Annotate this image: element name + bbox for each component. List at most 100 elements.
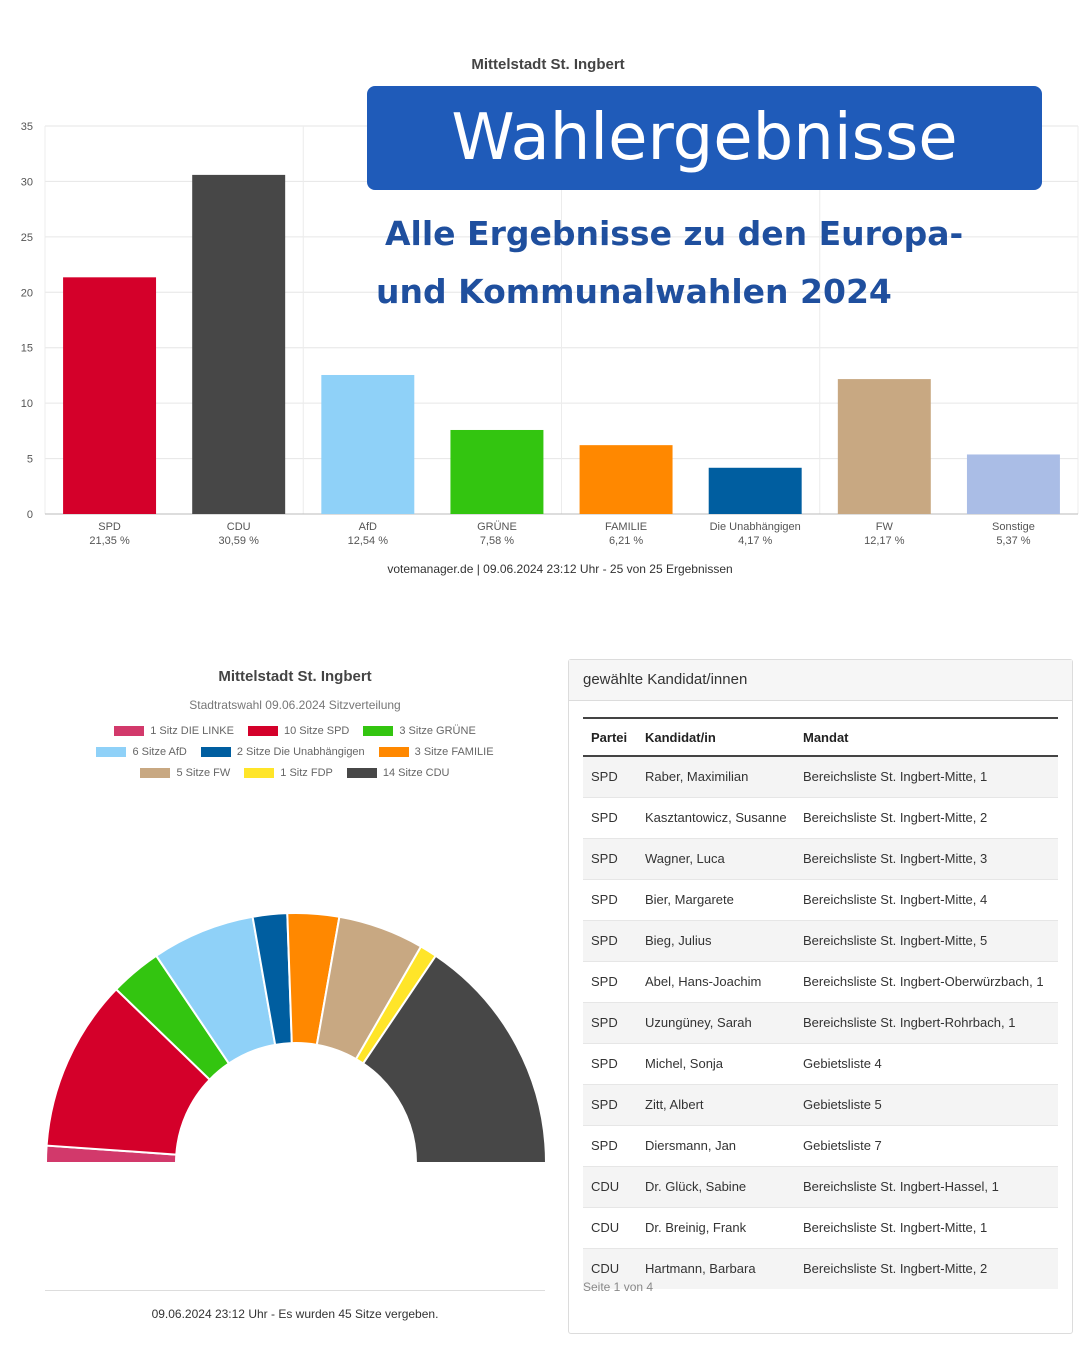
- legend-label: 10 Sitze SPD: [283, 724, 350, 737]
- candidate-cell: Dr. Breinig, Frank: [637, 1207, 795, 1249]
- bar-chart-footer: votemanager.de | 09.06.2024 23:12 Uhr - …: [387, 562, 733, 576]
- bar-spd[interactable]: [63, 277, 157, 514]
- legend-item[interactable]: 1 Sitz FDP: [244, 767, 333, 779]
- headline-subtitle-line2: und Kommunalwahlen 2024: [376, 272, 892, 311]
- bar-value-label: 12,54 %: [348, 535, 389, 547]
- candidate-cell: Raber, Maximilian: [637, 755, 795, 798]
- y-tick-label: 30: [21, 176, 33, 188]
- y-tick-label: 25: [21, 232, 33, 244]
- table-row: CDU Dr. Breinig, Frank Bereichsliste St. I…: [583, 1207, 1058, 1249]
- bar-value-label: 7,58 %: [480, 535, 514, 547]
- legend-swatch: [200, 746, 231, 757]
- legend-label: 6 Sitze AfD: [132, 745, 187, 758]
- party-cell: CDU: [583, 1248, 637, 1289]
- legend-label: 14 Sitze CDU: [382, 766, 450, 779]
- table-row: SPD Abel, Hans-Joachim Bereichsliste St. I…: [583, 961, 1058, 1003]
- table-row: SPD Michel, Sonja Gebietsliste 4: [583, 1043, 1058, 1085]
- legend-swatch: [244, 767, 275, 778]
- table-row: CDU Dr. Glück, Sabine Bereichsliste St. In…: [583, 1166, 1058, 1208]
- candidate-cell: Hartmann, Barbara: [637, 1248, 795, 1289]
- party-cell: SPD: [583, 1002, 637, 1044]
- table-row: SPD Diersmann, Jan Gebietsliste 7: [583, 1125, 1058, 1167]
- legend-swatch: [363, 725, 394, 736]
- table-row: SPD Uzungüney, Sarah Bereichsliste St. Ing…: [583, 1002, 1058, 1044]
- mandate-cell: Bereichsliste St. Ingbert-Mitte, 2: [795, 1248, 1058, 1289]
- candidate-cell: Bieg, Julius: [637, 920, 795, 962]
- table-row: SPD Wagner, Luca Bereichsliste St. Ingbert…: [583, 838, 1058, 880]
- legend-label: 1 Sitz FDP: [280, 766, 333, 779]
- party-cell: SPD: [583, 797, 637, 839]
- legend-item[interactable]: 1 Sitz DIE LINKE: [114, 725, 234, 737]
- bar-fw[interactable]: [837, 379, 931, 514]
- bar-value-label: 12,17 %: [864, 535, 905, 547]
- party-cell: SPD: [583, 1125, 637, 1167]
- y-tick-label: 15: [21, 343, 33, 355]
- legend-label: 3 Sitze FAMILIE: [414, 745, 494, 758]
- legend-row: 5 Sitze FW 1 Sitz FDP 14 Sitze CDU: [45, 762, 545, 783]
- y-tick-label: 20: [21, 287, 33, 299]
- party-cell: CDU: [583, 1166, 637, 1208]
- bar-value-label: 6,21 %: [609, 535, 643, 547]
- bar-gr-ne[interactable]: [450, 429, 544, 514]
- candidate-cell: Michel, Sonja: [637, 1043, 795, 1085]
- candidate-cell: Dr. Glück, Sabine: [637, 1166, 795, 1208]
- candidate-cell: Wagner, Luca: [637, 838, 795, 880]
- candidates-panel-title: gewählte Kandidat/innen: [569, 660, 1072, 701]
- y-tick-label: 10: [21, 398, 33, 410]
- headline-banner: Wahlergebnisse: [367, 86, 1042, 190]
- legend-swatch: [140, 767, 171, 778]
- candidate-cell: Bier, Margarete: [637, 879, 795, 921]
- pagination-label[interactable]: Seite 1 von 4: [583, 1280, 654, 1294]
- legend-item[interactable]: 14 Sitze CDU: [346, 766, 450, 779]
- seat-chart-divider: [45, 1290, 545, 1291]
- y-tick-label: 0: [27, 509, 33, 521]
- legend-swatch: [96, 746, 127, 757]
- x-tick-label: Die Unabhängigen: [710, 521, 801, 533]
- legend-item[interactable]: 3 Sitze FAMILIE: [378, 745, 494, 758]
- column-header-party[interactable]: Partei: [583, 717, 637, 757]
- table-row: SPD Kasztantowicz, Susanne Bereichsliste S…: [583, 797, 1058, 839]
- bar-value-label: 21,35 %: [89, 535, 130, 547]
- bar-chart-title: Mittelstadt St. Ingbert: [471, 56, 625, 73]
- legend-label: 1 Sitz DIE LINKE: [150, 724, 234, 737]
- bar-afd[interactable]: [321, 374, 415, 514]
- bar-sonstige[interactable]: [966, 454, 1060, 514]
- party-cell: SPD: [583, 1084, 637, 1126]
- bar-familie[interactable]: [579, 445, 673, 514]
- seat-slice-cdu[interactable]: [361, 954, 548, 1164]
- legend-item[interactable]: 2 Sitze Die Unabhängigen: [200, 746, 365, 758]
- bar-cdu[interactable]: [192, 174, 286, 514]
- legend-swatch: [346, 767, 377, 778]
- headline-subtitle-line1: Alle Ergebnisse zu den Europa-: [385, 214, 964, 253]
- x-tick-label: CDU: [227, 521, 251, 533]
- mandate-cell: Bereichsliste St. Ingbert-Mitte, 1: [795, 1207, 1058, 1249]
- column-header-mandate[interactable]: Mandat: [795, 717, 1058, 757]
- legend-item[interactable]: 10 Sitze SPD: [247, 724, 350, 737]
- mandate-cell: Gebietsliste 7: [795, 1125, 1058, 1167]
- candidate-cell: Abel, Hans-Joachim: [637, 961, 795, 1003]
- bar-value-label: 5,37 %: [996, 535, 1030, 547]
- candidate-cell: Zitt, Albert: [637, 1084, 795, 1126]
- mandate-cell: Bereichsliste St. Ingbert-Mitte, 3: [795, 838, 1058, 880]
- table-row: CDU Hartmann, Barbara Bereichsliste St. In…: [583, 1248, 1058, 1289]
- party-cell: SPD: [583, 838, 637, 880]
- legend-row: 6 Sitze AfD 2 Sitze Die Unabhängigen 3 S…: [45, 741, 545, 762]
- mandate-cell: Bereichsliste St. Ingbert-Mitte, 4: [795, 879, 1058, 921]
- legend-item[interactable]: 5 Sitze FW: [140, 767, 230, 779]
- mandate-cell: Bereichsliste St. Ingbert-Mitte, 1: [795, 755, 1058, 798]
- legend-label: 3 Sitze GRÜNE: [399, 724, 476, 737]
- bar-value-label: 4,17 %: [738, 535, 772, 547]
- candidate-cell: Diersmann, Jan: [637, 1125, 795, 1167]
- candidates-panel: gewählte Kandidat/innen Partei Kandidat/…: [568, 659, 1073, 1334]
- legend-item[interactable]: 6 Sitze AfD: [96, 745, 187, 758]
- bar-die-unabh-ngigen[interactable]: [708, 467, 802, 514]
- column-header-candidate[interactable]: Kandidat/in: [637, 717, 795, 757]
- legend-row: 1 Sitz DIE LINKE 10 Sitze SPD 3 Sitze GR…: [45, 720, 545, 741]
- x-tick-label: Sonstige: [992, 521, 1035, 533]
- legend-label: 5 Sitze FW: [176, 766, 231, 779]
- mandate-cell: Bereichsliste St. Ingbert-Oberwürzbach, …: [795, 961, 1058, 1003]
- seat-chart-footer: 09.06.2024 23:12 Uhr - Es wurden 45 Sitz…: [151, 1307, 439, 1321]
- mandate-cell: Bereichsliste St. Ingbert-Mitte, 5: [795, 920, 1058, 962]
- table-row: SPD Raber, Maximilian Bereichsliste St. In…: [583, 755, 1058, 798]
- legend-item[interactable]: 3 Sitze GRÜNE: [363, 724, 476, 737]
